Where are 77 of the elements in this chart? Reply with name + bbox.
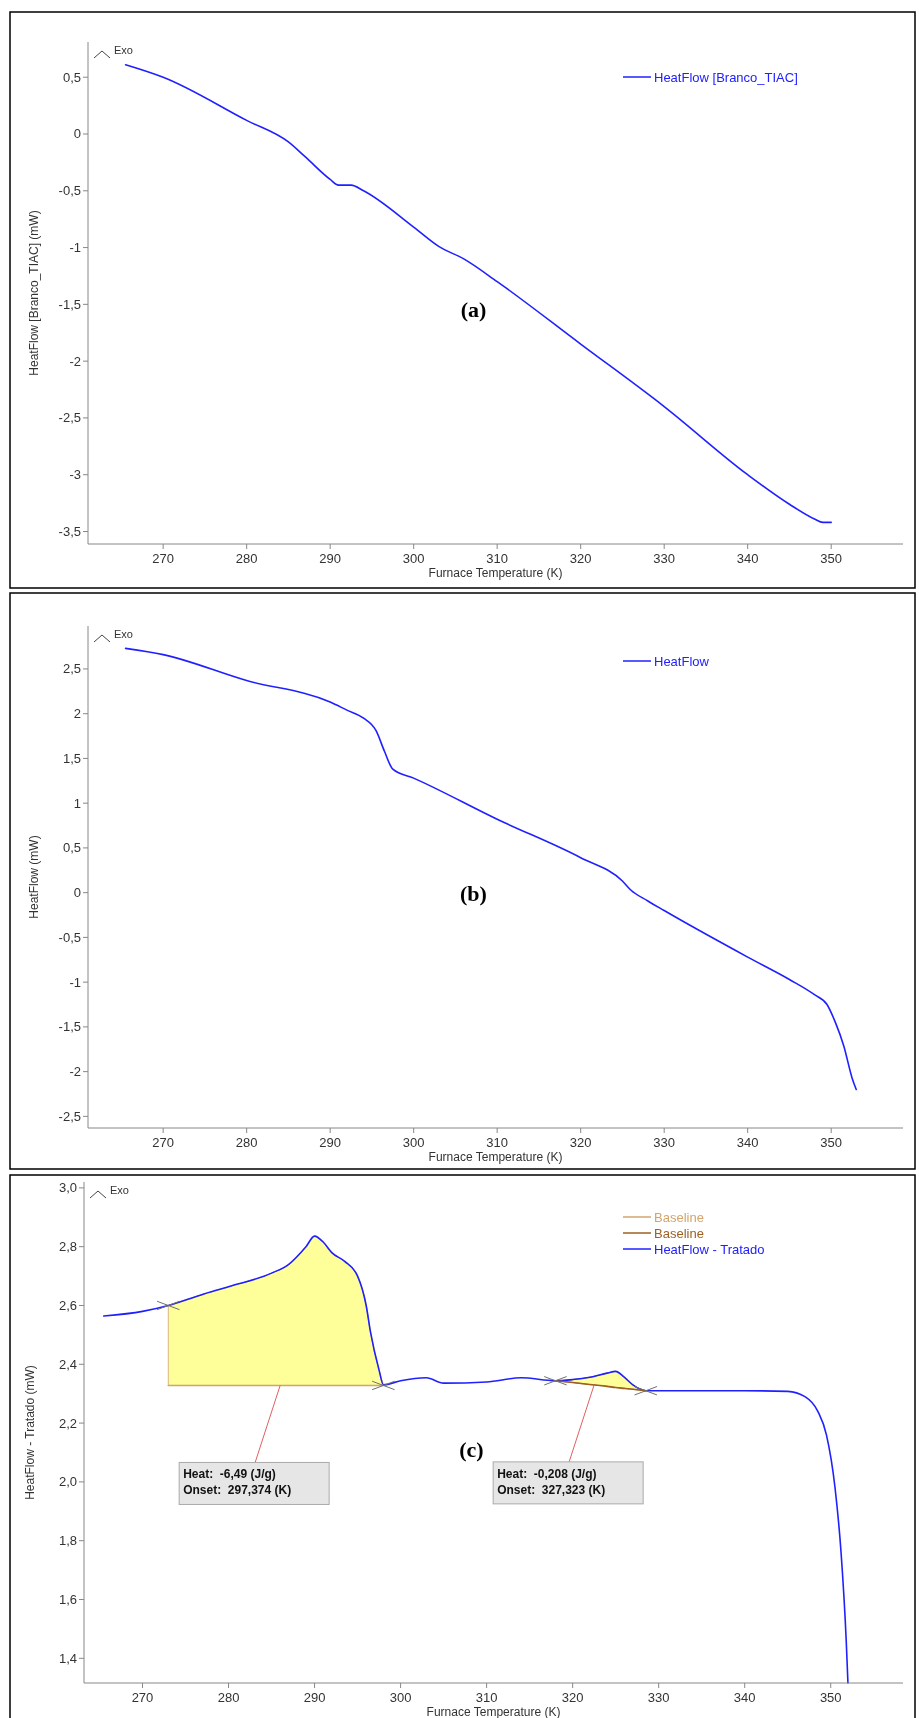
y-tick-label: 0 [73, 885, 81, 901]
annotation: Heat: -6,49 (J/g) Onset: 297,374 (K) [183, 1467, 292, 1498]
y-tick-label: -3 [69, 467, 81, 483]
x-tick-label: 330 [653, 551, 676, 566]
y-tick-label: 2,8 [58, 1239, 77, 1255]
x-tick-label: 340 [736, 1135, 759, 1150]
x-tick-label: 320 [569, 551, 592, 566]
y-tick-label: 1,8 [58, 1533, 77, 1549]
y-tick-label: -2 [69, 353, 81, 369]
legend-label: HeatFlow [Branco_TIAC] [654, 69, 798, 85]
annotation: (a) [460, 297, 487, 322]
annotation: Exo [114, 44, 133, 56]
x-tick-label: 340 [736, 551, 759, 566]
annotation: (c) [459, 1436, 484, 1462]
x-tick-label: 270 [131, 1690, 154, 1705]
x-axis-title: Furnace Temperature (K) [426, 1705, 561, 1718]
y-tick-label: -2,5 [58, 1108, 81, 1124]
x-tick-label: 290 [303, 1690, 326, 1705]
y-tick-label: 2,4 [58, 1356, 77, 1372]
annotation: Exo [114, 628, 133, 640]
x-tick-label: 320 [561, 1690, 584, 1705]
x-tick-label: 270 [152, 551, 175, 566]
y-tick-label: -1 [69, 974, 81, 990]
x-tick-label: 280 [235, 1135, 258, 1150]
y-axis-title: HeatFlow [Branco_TIAC] (mW) [27, 210, 41, 376]
x-tick-label: 330 [653, 1135, 676, 1150]
y-tick-label: 2,0 [58, 1474, 77, 1490]
x-axis-title: Furnace Temperature (K) [428, 1150, 563, 1164]
y-tick-label: 0,5 [62, 840, 81, 856]
y-tick-label: 2,6 [58, 1297, 77, 1313]
annotation: (b) [460, 881, 487, 906]
y-axis-title: HeatFlow - Tratado (mW) [23, 1365, 37, 1500]
y-tick-label: 2 [73, 706, 81, 722]
y-tick-label: 0 [73, 126, 81, 142]
x-tick-label: 350 [820, 1135, 843, 1150]
y-tick-label: 1,6 [58, 1592, 77, 1607]
x-tick-label: 290 [319, 1135, 342, 1150]
y-tick-label: -1,5 [58, 1019, 81, 1035]
line-series [124, 63, 832, 524]
y-tick-label: 1,4 [58, 1650, 77, 1666]
x-tick-label: 280 [217, 1690, 240, 1705]
y-tick-label: 2,2 [58, 1415, 77, 1431]
y-tick-label: -1,5 [58, 296, 81, 312]
x-tick-label: 350 [819, 1690, 842, 1705]
x-tick-label: 350 [820, 551, 843, 566]
y-tick-label: -2 [69, 1064, 81, 1080]
legend-label: HeatFlow [654, 653, 710, 669]
x-tick-label: 320 [569, 1135, 592, 1150]
legend-label: Baseline [654, 1225, 704, 1241]
y-tick-label: -0,5 [58, 183, 81, 199]
y-tick-label: 1 [73, 795, 81, 811]
y-tick-label: 3,0 [58, 1180, 77, 1196]
y-tick-label: -0,5 [58, 929, 81, 945]
legend-label: HeatFlow - Tratado [654, 1241, 765, 1257]
y-tick-label: 1,5 [62, 750, 81, 766]
x-tick-label: 300 [402, 551, 425, 566]
x-tick-label: 280 [235, 551, 258, 566]
line-series [124, 647, 858, 1091]
y-tick-label: -1 [69, 240, 81, 256]
x-tick-label: 300 [389, 1690, 412, 1705]
x-axis-title: Furnace Temperature (K) [428, 566, 563, 580]
annotation: Exo [110, 1184, 129, 1196]
y-tick-label: -3,5 [58, 524, 81, 540]
x-tick-label: 310 [486, 1135, 509, 1150]
y-tick-label: -2,5 [58, 410, 81, 426]
x-tick-label: 290 [319, 551, 342, 566]
annotation: Heat: -0,208 (J/g) Onset: 327,323 (K) [497, 1466, 606, 1497]
x-tick-label: 330 [647, 1690, 670, 1705]
y-tick-label: 2,5 [62, 661, 81, 677]
x-tick-label: 310 [475, 1690, 498, 1705]
x-tick-label: 310 [486, 551, 509, 566]
x-tick-label: 340 [733, 1690, 756, 1705]
y-tick-label: 0,5 [62, 69, 81, 85]
legend-label: Baseline [654, 1209, 704, 1225]
x-tick-label: 300 [402, 1135, 425, 1150]
y-axis-title: HeatFlow (mW) [27, 835, 41, 919]
x-tick-label: 270 [152, 1135, 175, 1150]
